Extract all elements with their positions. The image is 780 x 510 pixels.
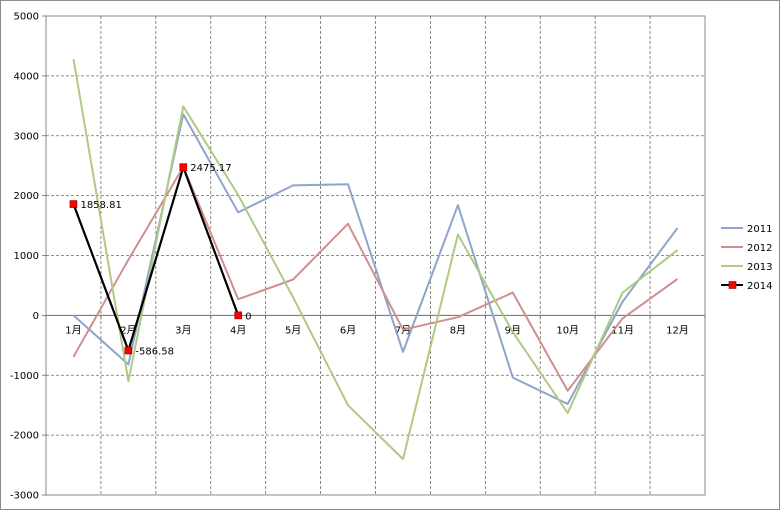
x-tick-label: 6月 xyxy=(340,324,356,336)
y-tick-label: 1000 xyxy=(14,251,39,262)
y-tick-label: -3000 xyxy=(10,491,39,502)
data-label: 0 xyxy=(245,311,251,322)
y-tick-label: 4000 xyxy=(14,71,39,82)
legend-label: 2013 xyxy=(747,262,772,273)
data-point-marker xyxy=(124,346,133,355)
y-tick-label: 3000 xyxy=(14,131,39,142)
x-tick-label: 10月 xyxy=(556,324,579,336)
y-tick-label: 5000 xyxy=(14,12,39,23)
x-tick-label: 5月 xyxy=(285,324,301,336)
x-tick-label: 3月 xyxy=(175,324,191,336)
series-line-2012 xyxy=(72,165,679,392)
x-tick-label: 8月 xyxy=(450,324,466,336)
legend-marker xyxy=(728,281,737,289)
x-tick-label: 1月 xyxy=(65,324,81,336)
legend-label: 2011 xyxy=(747,224,772,235)
legend-label: 2012 xyxy=(747,243,772,254)
data-labels: 1858.81 -586.58 2475.17 0 xyxy=(80,163,251,357)
data-point-marker xyxy=(234,311,243,320)
x-tick-label: 4月 xyxy=(230,324,246,336)
legend: 2011 2012 2013 2014 xyxy=(721,224,772,292)
data-point-marker xyxy=(69,200,78,208)
data-label: -586.58 xyxy=(135,346,174,357)
y-tick-label: 2000 xyxy=(14,191,39,202)
series-lines xyxy=(72,58,679,461)
series-line-2014 xyxy=(72,166,240,352)
data-point-marker xyxy=(179,163,188,171)
y-tick-label: 0 xyxy=(33,311,39,322)
y-tick-label: -2000 xyxy=(10,431,39,442)
y-tick-label: -1000 xyxy=(10,371,39,382)
series-markers xyxy=(69,163,243,355)
data-label: 1858.81 xyxy=(80,200,121,211)
series-line-2013 xyxy=(72,58,679,461)
data-label: 2475.17 xyxy=(190,163,231,174)
x-tick-label: 12月 xyxy=(666,324,689,336)
legend-label: 2014 xyxy=(747,281,772,292)
